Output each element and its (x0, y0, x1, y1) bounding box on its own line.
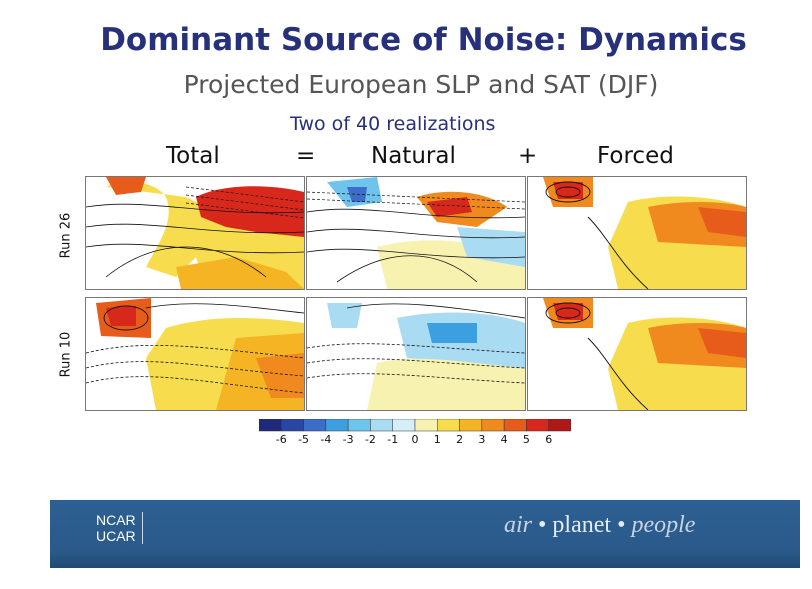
colorbar-swatch (548, 419, 571, 432)
colorbar-tick-label: 4 (500, 433, 508, 446)
tagline: air • planet • people (504, 512, 695, 539)
tagline-sep-1: • (538, 512, 547, 538)
label-forced: Forced (597, 143, 674, 169)
colorbar-tick-label: 3 (478, 433, 486, 446)
colorbar-tick-label: -4 (320, 433, 332, 446)
colorbar-swatch (414, 419, 438, 432)
label-equals: = (296, 143, 316, 169)
tagline-planet: planet (552, 512, 612, 538)
label-plus: + (518, 143, 538, 169)
colorbar-tick-label: 5 (522, 433, 530, 446)
row-label-run10: Run 10 (58, 331, 74, 378)
colorbar-swatch (503, 419, 527, 432)
footer-bar: NCAR UCAR air • planet • people (50, 500, 800, 568)
realizations-note: Two of 40 realizations (290, 113, 496, 135)
map-run10-forced (527, 297, 747, 411)
colorbar-swatch (281, 419, 304, 432)
colorbar-swatch (370, 419, 393, 432)
colorbar-swatch (437, 419, 460, 432)
colorbar-tick-label: -1 (387, 433, 399, 446)
colorbar-swatch (526, 419, 549, 432)
map-run26-forced (527, 176, 747, 290)
colorbar-swatch (481, 419, 505, 432)
colorbar-tick-label: 1 (433, 433, 441, 446)
ncar-ucar-logo: NCAR UCAR (96, 512, 143, 544)
map-run26-natural (306, 176, 526, 290)
slide-title: Dominant Source of Noise: Dynamics (100, 22, 747, 58)
label-total: Total (166, 143, 220, 169)
colorbar-swatch (347, 419, 371, 432)
colorbar-tick-label: 0 (411, 433, 419, 446)
colorbar-tick-label: -5 (298, 433, 310, 446)
map-run10-natural (306, 297, 526, 411)
tagline-sep-2: • (617, 512, 626, 538)
label-natural: Natural (371, 143, 456, 169)
colorbar-swatch (392, 419, 416, 432)
colorbar-swatch (459, 419, 483, 432)
colorbar-tick-label: -3 (342, 433, 354, 446)
slide-subtitle: Projected European SLP and SAT (DJF) (183, 70, 659, 99)
tagline-air: air (504, 512, 533, 538)
colorbar (259, 419, 571, 432)
colorbar-tick-label: 2 (456, 433, 464, 446)
tagline-people: people (631, 512, 696, 538)
colorbar-swatch (325, 419, 349, 432)
map-run10-total (85, 297, 305, 411)
map-run26-total (85, 176, 305, 290)
colorbar-tick-label: -2 (364, 433, 376, 446)
colorbar-swatch (259, 419, 282, 432)
logo-line-ncar: NCAR (96, 512, 136, 528)
logo-line-ucar: UCAR (96, 528, 136, 544)
colorbar-tick-label: 6 (545, 433, 553, 446)
colorbar-tick-label: -6 (275, 433, 287, 446)
row-label-run26: Run 26 (58, 212, 74, 259)
colorbar-swatch (303, 419, 327, 432)
